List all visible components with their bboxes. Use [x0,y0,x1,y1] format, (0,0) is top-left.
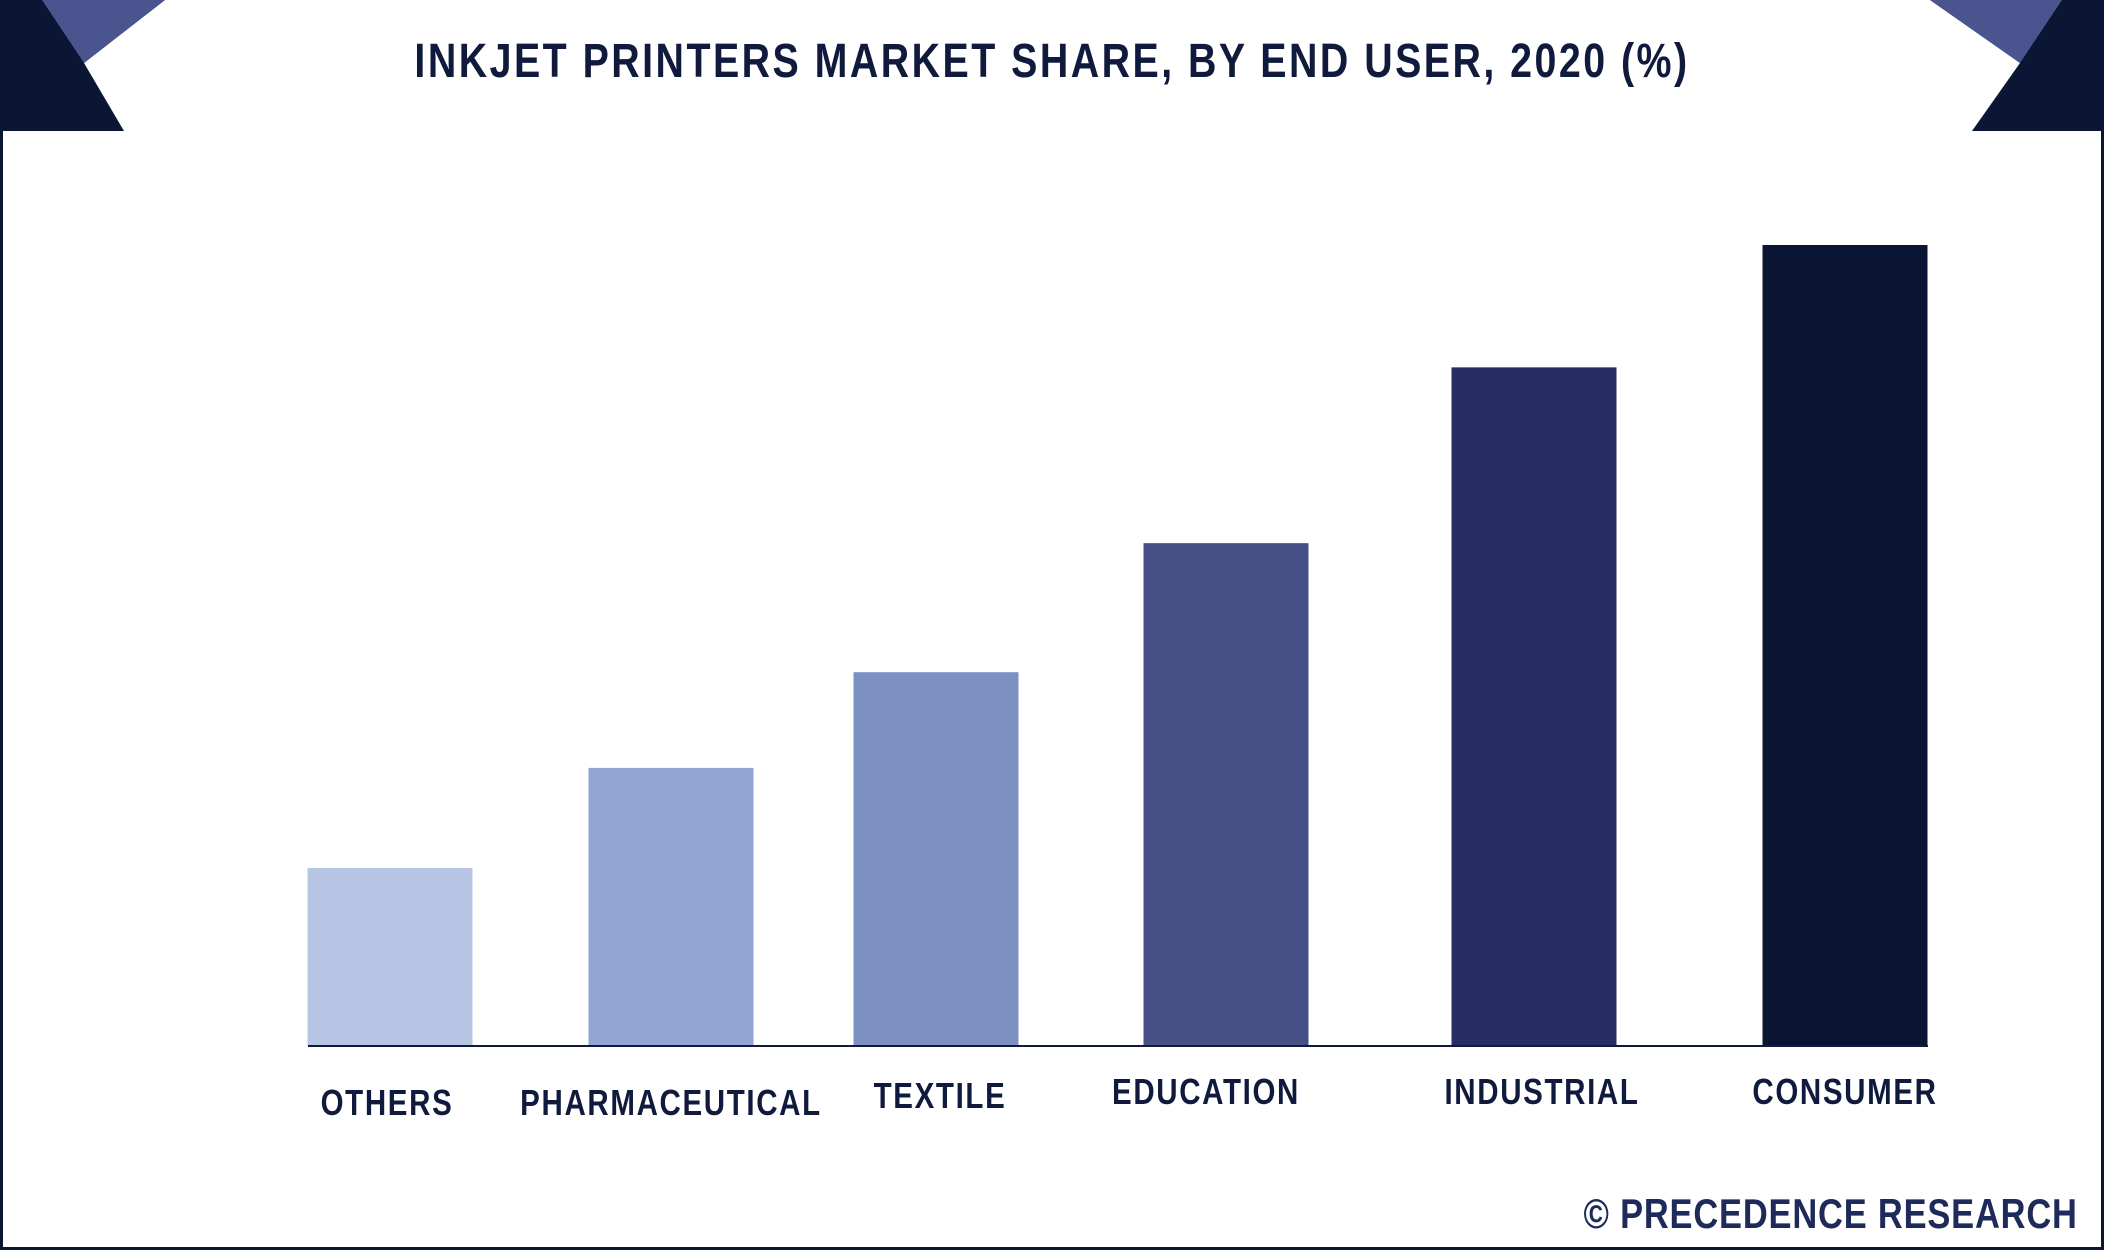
category-label-pharmaceutical: PHARMACEUTICAL [520,1082,822,1122]
right-accent-triangle [1930,0,2062,63]
category-label-education: EDUCATION [1112,1071,1300,1111]
chart-title: INKJET PRINTERS MARKET SHARE, BY END USE… [414,35,1690,88]
category-labels-group: OTHERS PHARMACEUTICAL TEXTILE EDUCATION INDU… [321,1071,1937,1122]
title-banner: INKJET PRINTERS MARKET SHARE, BY END USE… [0,0,2104,131]
category-label-textile: TEXTILE [874,1075,1007,1115]
bars-group [307,245,1928,1046]
left-accent-triangle [42,0,165,63]
category-label-others: OTHERS [321,1082,454,1122]
banner-white-plate [84,0,2020,131]
bar-others [307,868,473,1046]
bar-textile [853,672,1019,1046]
bar-industrial [1451,367,1617,1046]
category-label-consumer: CONSUMER [1752,1071,1937,1111]
category-label-industrial: INDUSTRIAL [1444,1071,1639,1111]
title-banner-shape [0,0,2104,131]
source-credit: © PRECEDENCE RESEARCH [1583,1190,2078,1237]
bar-pharmaceutical [588,767,754,1046]
bar-consumer [1762,245,1928,1046]
bar-education [1143,543,1309,1046]
